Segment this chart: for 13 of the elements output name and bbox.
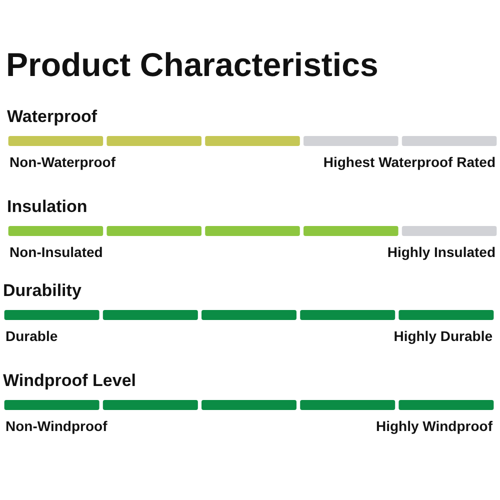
- text: Non-Insulated: [10, 244, 103, 260]
- text: Non-Windproof: [6, 418, 108, 434]
- text: Highest Waterproof Rated: [323, 154, 496, 170]
- chart-title: Windproof Level: [3, 371, 136, 390]
- text: Product Characteristics: [6, 45, 378, 85]
- text: Highly Insulated: [387, 244, 496, 260]
- text: Durable: [6, 328, 58, 344]
- text: Non-Waterproof: [10, 154, 116, 170]
- chart-title: Insulation: [7, 197, 88, 216]
- text: Highly Windproof: [376, 418, 493, 434]
- chart-title: Durability: [3, 281, 82, 300]
- chart-title: Waterproof: [7, 107, 98, 126]
- text: Highly Durable: [394, 328, 493, 344]
